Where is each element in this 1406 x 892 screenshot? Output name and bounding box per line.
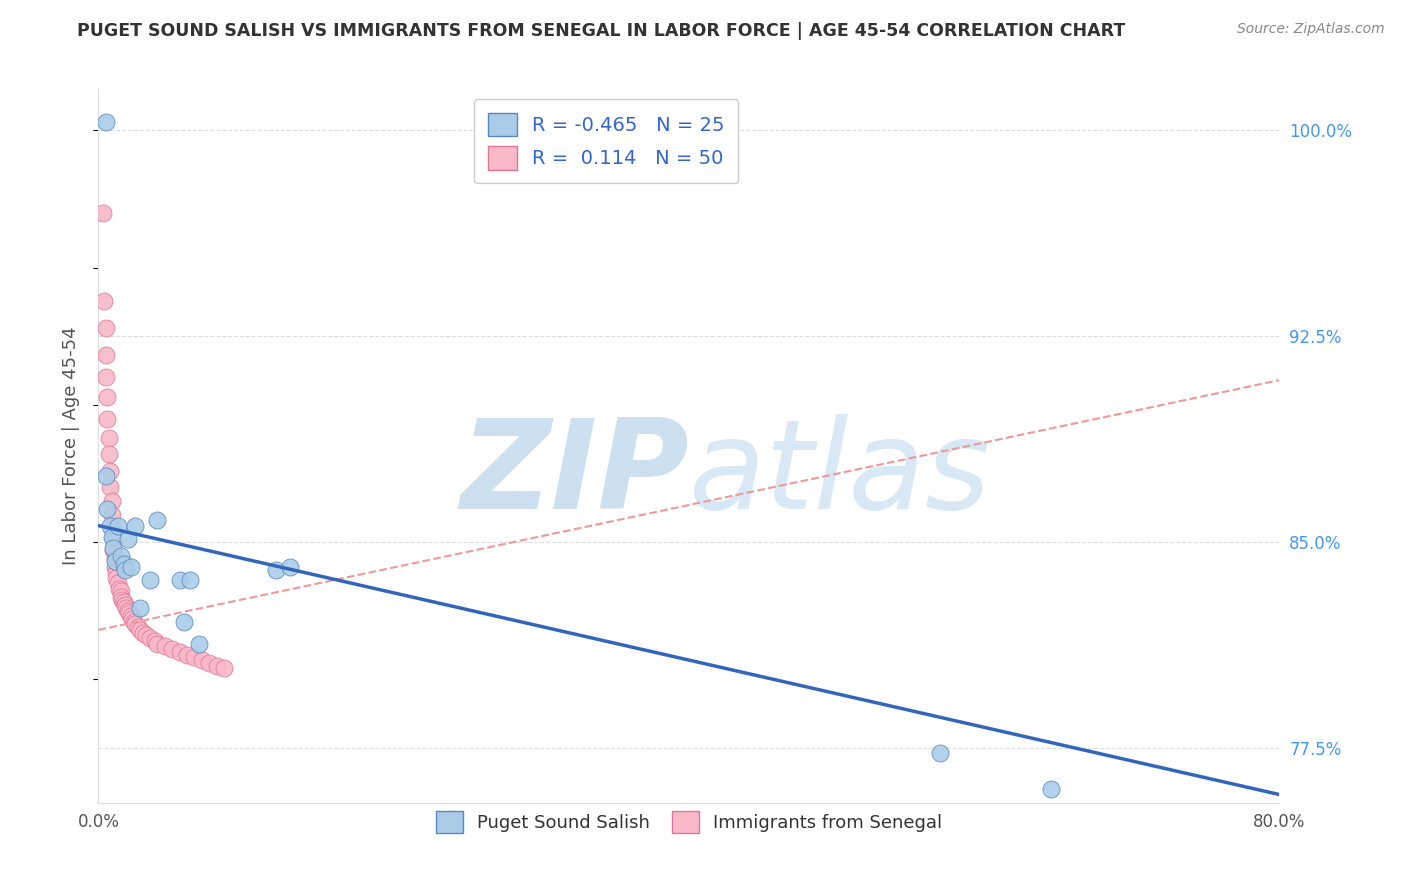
- Point: [117, 604, 139, 618]
- Point: [107, 518, 129, 533]
- Y-axis label: In Labor Force | Age 45-54: In Labor Force | Age 45-54: [62, 326, 80, 566]
- Point: [205, 658, 228, 673]
- Point: [112, 595, 135, 609]
- Point: [110, 584, 132, 599]
- Point: [103, 533, 125, 547]
- Point: [198, 656, 221, 670]
- Point: [128, 601, 150, 615]
- Point: [121, 612, 143, 626]
- Point: [110, 590, 132, 604]
- Point: [176, 648, 198, 662]
- Point: [112, 557, 135, 571]
- Point: [96, 411, 118, 425]
- Point: [97, 431, 120, 445]
- Point: [108, 582, 131, 596]
- Point: [110, 549, 132, 563]
- Point: [183, 650, 205, 665]
- Point: [103, 521, 125, 535]
- Point: [104, 559, 127, 574]
- Text: PUGET SOUND SALISH VS IMMIGRANTS FROM SENEGAL IN LABOR FORCE | AGE 45-54 CORRELA: PUGET SOUND SALISH VS IMMIGRANTS FROM SE…: [77, 22, 1126, 40]
- Point: [94, 370, 117, 384]
- Point: [139, 631, 162, 645]
- Point: [117, 533, 139, 547]
- Text: atlas: atlas: [689, 414, 991, 535]
- Point: [118, 607, 141, 621]
- Point: [153, 640, 176, 654]
- Text: Source: ZipAtlas.com: Source: ZipAtlas.com: [1237, 22, 1385, 37]
- Point: [98, 464, 121, 478]
- Legend: Puget Sound Salish, Immigrants from Senegal: Puget Sound Salish, Immigrants from Sene…: [429, 804, 949, 840]
- Point: [169, 574, 191, 588]
- Point: [114, 598, 136, 612]
- Point: [264, 562, 287, 576]
- Point: [139, 574, 162, 588]
- Point: [91, 205, 114, 219]
- Point: [162, 642, 183, 657]
- Point: [94, 115, 117, 129]
- Point: [93, 293, 115, 308]
- Point: [146, 637, 169, 651]
- Point: [132, 625, 155, 640]
- Point: [115, 601, 138, 615]
- Point: [122, 615, 145, 629]
- Point: [94, 321, 117, 335]
- Point: [103, 541, 125, 555]
- Point: [97, 447, 120, 461]
- Point: [100, 530, 122, 544]
- Point: [280, 559, 302, 574]
- Point: [212, 661, 235, 675]
- Point: [94, 348, 117, 362]
- Point: [128, 623, 150, 637]
- Point: [98, 480, 121, 494]
- Text: ZIP: ZIP: [460, 414, 689, 535]
- Point: [120, 609, 142, 624]
- Point: [169, 645, 191, 659]
- Point: [173, 615, 195, 629]
- Point: [187, 637, 209, 651]
- Point: [103, 543, 125, 558]
- Point: [146, 513, 169, 527]
- Point: [135, 628, 157, 642]
- Point: [114, 562, 136, 576]
- Point: [191, 653, 214, 667]
- Point: [105, 571, 128, 585]
- Point: [179, 574, 201, 588]
- Point: [98, 518, 121, 533]
- Point: [105, 566, 128, 580]
- Point: [124, 518, 146, 533]
- Point: [120, 559, 142, 574]
- Point: [94, 469, 117, 483]
- Point: [100, 508, 122, 522]
- Point: [96, 390, 118, 404]
- Point: [104, 551, 127, 566]
- Point: [143, 633, 166, 648]
- Point: [104, 554, 127, 568]
- Point: [929, 747, 952, 761]
- Point: [127, 620, 149, 634]
- Point: [100, 494, 122, 508]
- Point: [111, 592, 134, 607]
- Point: [124, 617, 146, 632]
- Point: [96, 502, 118, 516]
- Point: [1039, 782, 1062, 797]
- Point: [107, 576, 129, 591]
